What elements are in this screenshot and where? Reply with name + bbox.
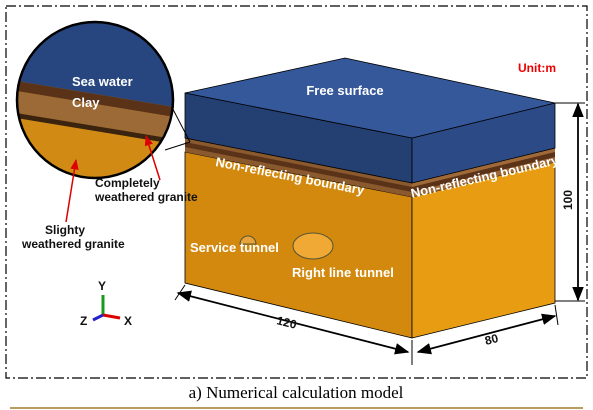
callout: weathered granite xyxy=(21,237,125,251)
tunnel-label: Right line tunnel xyxy=(292,265,394,280)
callout: Slighty xyxy=(45,223,85,237)
layer-label: Sea water xyxy=(72,74,133,89)
callout: weathered granite xyxy=(94,190,198,204)
caption: a) Numerical calculation model xyxy=(189,383,404,402)
axis-z xyxy=(93,315,103,320)
model xyxy=(185,58,555,338)
axis-label: Y xyxy=(98,279,106,293)
top-label: Free surface xyxy=(306,83,383,98)
layer-label: Clay xyxy=(72,95,100,110)
tunnel-label: Service tunnel xyxy=(190,240,279,255)
axis-label: Z xyxy=(80,314,87,328)
height-label: 100 xyxy=(561,190,575,210)
right-tunnel xyxy=(293,233,333,259)
length-label: 120 xyxy=(275,313,298,332)
callout: Completely xyxy=(95,176,160,190)
axis-label: X xyxy=(124,314,132,328)
unit-label: Unit:m xyxy=(518,61,556,75)
axis-x xyxy=(103,315,120,318)
width-label: 80 xyxy=(483,331,500,348)
figure: Free surface Non-reflecting boundary Non… xyxy=(0,0,593,410)
